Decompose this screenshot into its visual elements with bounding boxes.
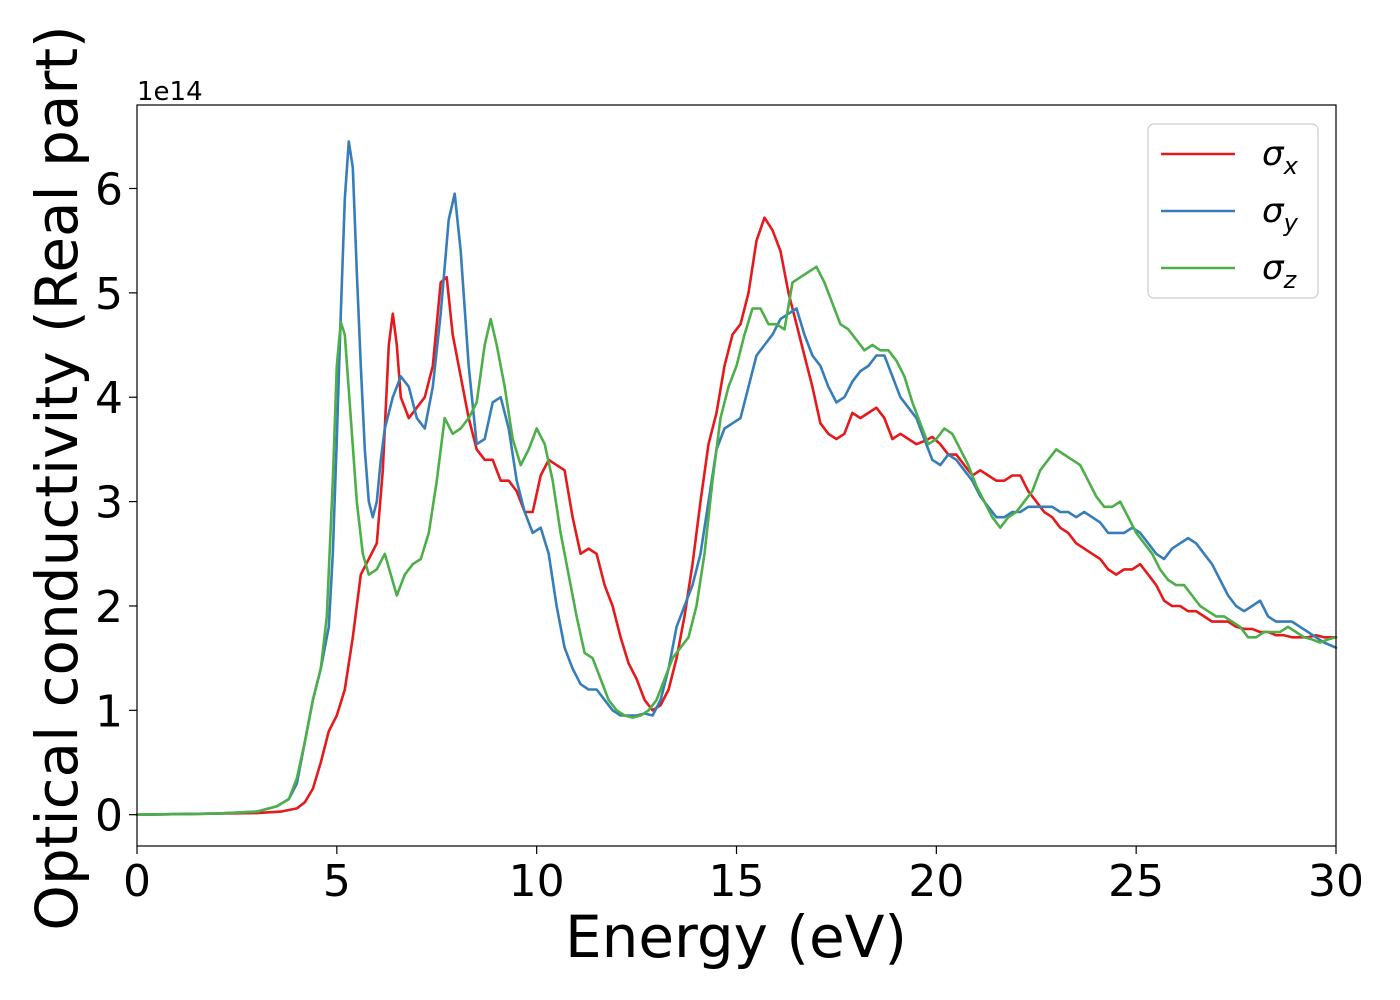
x-tick-label: 15 [709, 856, 765, 907]
y-tick-label: 2 [95, 582, 123, 633]
y-tick-label: 4 [95, 373, 123, 424]
x-tick-label: 30 [1308, 856, 1364, 907]
x-axis-title: Energy (eV) [565, 903, 907, 971]
y-axis-title: Optical conductivity (Real part) [23, 25, 91, 930]
series-line-z [135, 265, 1338, 816]
y-axis-offset-label: 1e14 [137, 77, 203, 107]
series-layer [135, 140, 1338, 816]
series-line-x [135, 216, 1338, 816]
legend: σx σy σz [1147, 123, 1319, 299]
legend-label-x: σx [1262, 134, 1299, 180]
x-tick-label: 5 [323, 856, 351, 907]
x-axis: 0 5 10 15 20 25 30 [123, 846, 1364, 907]
legend-label-y: σy [1262, 191, 1299, 237]
y-tick-label: 3 [95, 478, 123, 529]
y-tick-label: 0 [95, 791, 123, 842]
legend-label-z: σz [1262, 248, 1298, 294]
x-tick-label: 25 [1108, 856, 1164, 907]
y-axis: 0 1 2 3 4 5 6 [95, 164, 137, 842]
y-tick-label: 1 [95, 686, 123, 737]
x-tick-label: 0 [123, 856, 151, 907]
x-tick-label: 10 [509, 856, 565, 907]
series-line-y [135, 140, 1338, 816]
x-tick-label: 20 [908, 856, 964, 907]
y-tick-label: 5 [95, 269, 123, 320]
y-tick-label: 6 [95, 164, 123, 215]
